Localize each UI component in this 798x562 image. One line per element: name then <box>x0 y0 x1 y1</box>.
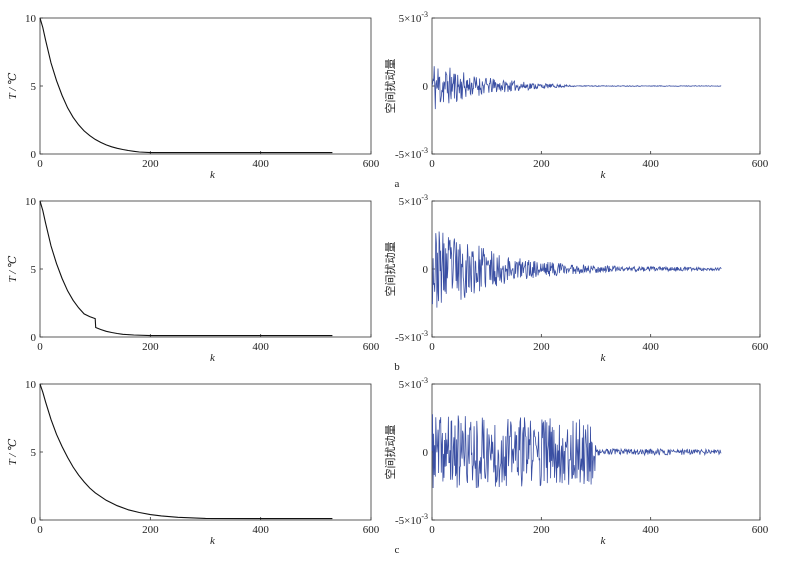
y-tick-label: 5×10-3 <box>399 10 428 25</box>
plot-frame <box>39 17 372 155</box>
y-tick-label: 0 <box>31 332 37 344</box>
series-line <box>39 17 333 154</box>
y-axis-label: 空间扰动量 <box>383 242 397 297</box>
y-tick-label: 0 <box>423 264 429 276</box>
y-tick-label: 10 <box>25 196 37 208</box>
y-tick-label: 0 <box>423 81 429 93</box>
x-tick-label: 200 <box>142 341 159 353</box>
x-tick-label: 600 <box>363 341 380 353</box>
y-tick-label: 5 <box>31 81 37 93</box>
series-line <box>431 66 722 110</box>
x-tick-label: 600 <box>363 158 380 170</box>
x-axis-label: k <box>210 535 216 547</box>
x-tick-label: 0 <box>37 158 43 170</box>
x-axis-label: k <box>210 352 216 364</box>
y-tick-label: 0 <box>423 447 429 459</box>
y-tick-label: 10 <box>25 13 37 25</box>
x-tick-label: 600 <box>752 524 769 536</box>
y-axis-label: T / ℃ <box>7 438 19 465</box>
x-tick-label: 200 <box>142 158 159 170</box>
panel-label: a <box>395 178 400 190</box>
series-line <box>39 383 333 520</box>
x-tick-label: 400 <box>252 341 269 353</box>
series-line <box>431 231 722 308</box>
panel-label: b <box>394 361 400 373</box>
x-tick-label: 0 <box>37 524 43 536</box>
x-tick-label: 0 <box>37 341 43 353</box>
y-tick-label: 5×10-3 <box>399 376 428 391</box>
x-tick-label: 200 <box>533 341 550 353</box>
y-tick-label: 5 <box>31 447 37 459</box>
chart-c-left: 0 200 400 600 0 5 10 k T / ℃ <box>7 379 380 547</box>
x-axis-label: k <box>601 535 607 547</box>
chart-b-left: 0 200 400 600 0 5 10 k T / ℃ <box>7 196 380 364</box>
y-axis-label: 空间扰动量 <box>383 425 397 480</box>
x-axis-label: k <box>210 169 216 181</box>
x-tick-label: 600 <box>363 524 380 536</box>
y-tick-label: -5×10-3 <box>395 329 428 344</box>
x-tick-label: 400 <box>642 341 659 353</box>
y-tick-label: 5×10-3 <box>399 193 428 208</box>
x-tick-label: 600 <box>752 158 769 170</box>
x-tick-label: 400 <box>252 524 269 536</box>
x-tick-label: 400 <box>642 158 659 170</box>
y-axis-label: T / ℃ <box>7 255 19 282</box>
x-tick-label: 0 <box>429 524 435 536</box>
y-tick-label: 5 <box>31 264 37 276</box>
y-tick-label: 0 <box>31 515 37 527</box>
x-tick-label: 400 <box>642 524 659 536</box>
x-tick-label: 200 <box>533 524 550 536</box>
y-tick-label: 0 <box>31 149 37 161</box>
y-axis-label: 空间扰动量 <box>383 59 397 114</box>
x-tick-label: 200 <box>533 158 550 170</box>
series-line <box>39 200 333 337</box>
y-tick-label: -5×10-3 <box>395 512 428 527</box>
y-tick-label: 10 <box>25 379 37 391</box>
panel-label: c <box>395 544 400 556</box>
x-tick-label: 400 <box>252 158 269 170</box>
plot-frame <box>39 383 372 521</box>
x-tick-label: 600 <box>752 341 769 353</box>
x-axis-label: k <box>601 352 607 364</box>
chart-a-left: 0 200 400 600 0 5 10 k T / ℃ <box>7 13 380 181</box>
x-tick-label: 200 <box>142 524 159 536</box>
series-line <box>431 414 722 489</box>
y-axis-label: T / ℃ <box>7 72 19 99</box>
y-tick-label: -5×10-3 <box>395 146 428 161</box>
x-axis-label: k <box>601 169 607 181</box>
x-tick-label: 0 <box>429 341 435 353</box>
x-tick-label: 0 <box>429 158 435 170</box>
